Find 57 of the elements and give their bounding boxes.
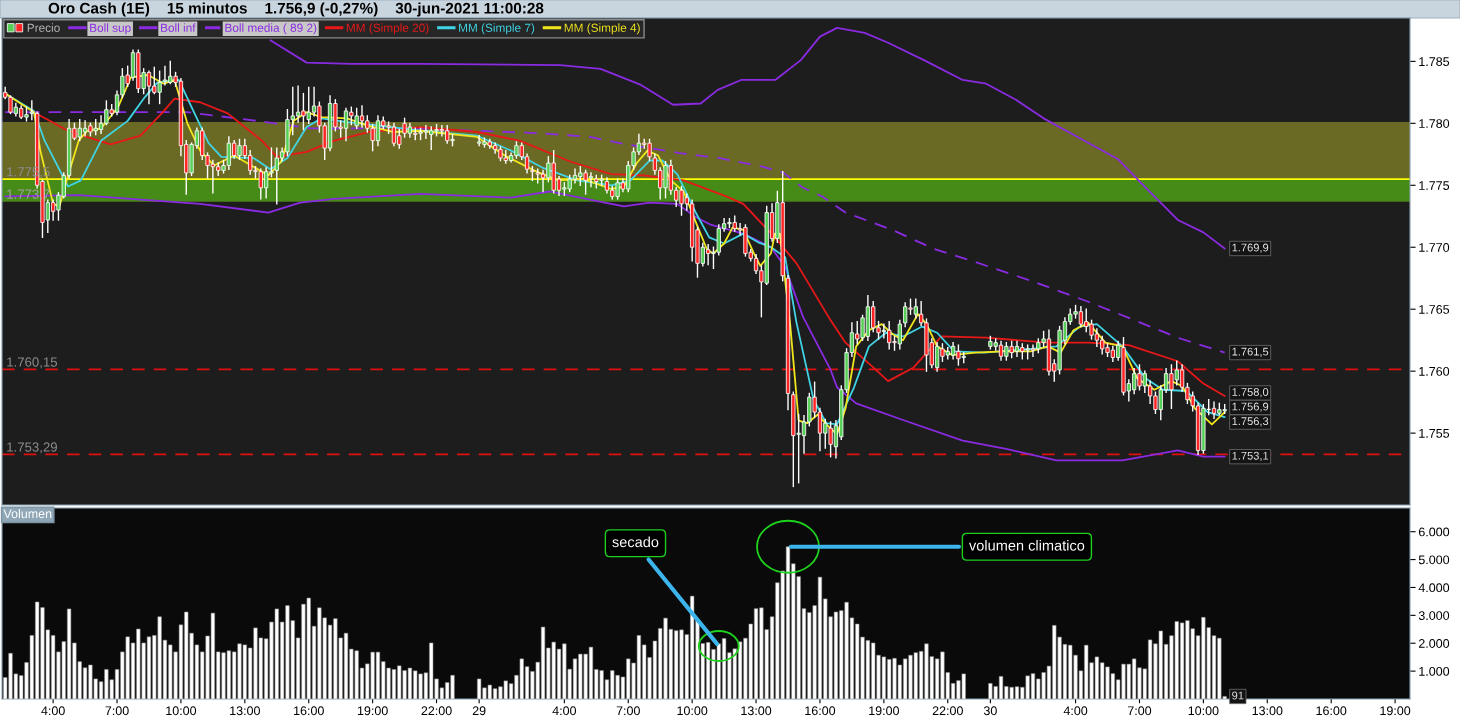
legend-label: MM (Simple 20) bbox=[346, 23, 429, 35]
x-tick-label: 16:00 bbox=[805, 706, 836, 716]
ref-line-label: 1.760,15 bbox=[7, 357, 58, 369]
x-tick-label: 10:00 bbox=[677, 706, 708, 716]
y-tick-label: 1.755 bbox=[1419, 429, 1450, 438]
y-tick-label: 4.000 bbox=[1418, 583, 1450, 593]
annotation: 1.761,5 bbox=[1232, 347, 1269, 357]
annotation: 1.758,0 bbox=[1232, 388, 1269, 398]
y-tick-label: 1.760 bbox=[1419, 366, 1450, 376]
x-tick-label: 22:00 bbox=[932, 706, 963, 716]
chart-title: Oro Cash (1E) 15 minutos 1.756,9 (-0,27%) 30-jun-2021 11:00:28 bbox=[48, 2, 544, 17]
x-tick-label: 19:00 bbox=[1380, 706, 1411, 716]
legend-label: Boll sup bbox=[90, 23, 131, 35]
x-tick-label: 4:00 bbox=[552, 706, 577, 716]
y-tick-label: 1.765 bbox=[1419, 305, 1450, 314]
legend-label: Boll media ( 89 2) bbox=[225, 23, 317, 35]
legend-label: Boll inf bbox=[161, 23, 196, 32]
annotation: 1.756,3 bbox=[1232, 417, 1269, 427]
y-tick-label: 1.770 bbox=[1419, 243, 1450, 252]
x-tick-label: 7:00 bbox=[1127, 706, 1152, 716]
x-tick-label: 19:00 bbox=[357, 706, 388, 716]
y-tick-label: 1.775 bbox=[1419, 181, 1450, 190]
chart-title: Volumen bbox=[3, 508, 52, 519]
x-tick-label: 7:00 bbox=[105, 706, 129, 716]
x-tick-label: 7:00 bbox=[616, 706, 640, 716]
x-tick-label: 13:00 bbox=[1252, 706, 1283, 716]
annotation: secado bbox=[612, 536, 659, 548]
x-tick-label: 13:00 bbox=[741, 706, 772, 716]
x-tick-label: 4:00 bbox=[1063, 706, 1088, 716]
x-tick-label: 16:00 bbox=[1316, 706, 1347, 716]
line-series bbox=[4, 190, 1226, 462]
y-tick-label: 1.000 bbox=[1419, 666, 1450, 676]
y-tick-label: 2.000 bbox=[1418, 639, 1450, 648]
x-tick-label: 29 bbox=[472, 706, 486, 716]
y-tick-label: 3.000 bbox=[1418, 611, 1450, 620]
x-tick-label: 16:00 bbox=[294, 706, 324, 716]
annotation: 1.753,1 bbox=[1232, 451, 1269, 461]
y-tick-label: 5.000 bbox=[1418, 555, 1450, 565]
y-tick-label: 1.780 bbox=[1419, 119, 1450, 128]
x-tick-label: 19:00 bbox=[869, 706, 900, 716]
line-series bbox=[4, 111, 1226, 354]
x-tick-label: 10:00 bbox=[1188, 706, 1219, 716]
annotation: 1.769,9 bbox=[1232, 243, 1269, 253]
y-tick-label: 1.785 bbox=[1419, 57, 1450, 67]
legend-label: MM (Simple 7) bbox=[459, 23, 535, 35]
annotation: 91 bbox=[1232, 691, 1244, 700]
annotation: volumen climatico bbox=[969, 539, 1085, 551]
legend-label: Precio bbox=[27, 23, 60, 32]
y-tick-label: 6.000 bbox=[1418, 527, 1450, 537]
x-tick-label: 22:00 bbox=[421, 706, 452, 716]
x-tick-label: 10:00 bbox=[166, 706, 197, 716]
x-tick-label: 4:00 bbox=[41, 706, 65, 716]
annotation: 1.756,9 bbox=[1232, 402, 1269, 412]
legend-label: MM (Simple 4) bbox=[564, 23, 640, 35]
x-tick-label: 30 bbox=[983, 706, 997, 716]
ref-line-label: 1.753,29 bbox=[7, 442, 57, 454]
x-tick-label: 13:00 bbox=[230, 706, 260, 716]
